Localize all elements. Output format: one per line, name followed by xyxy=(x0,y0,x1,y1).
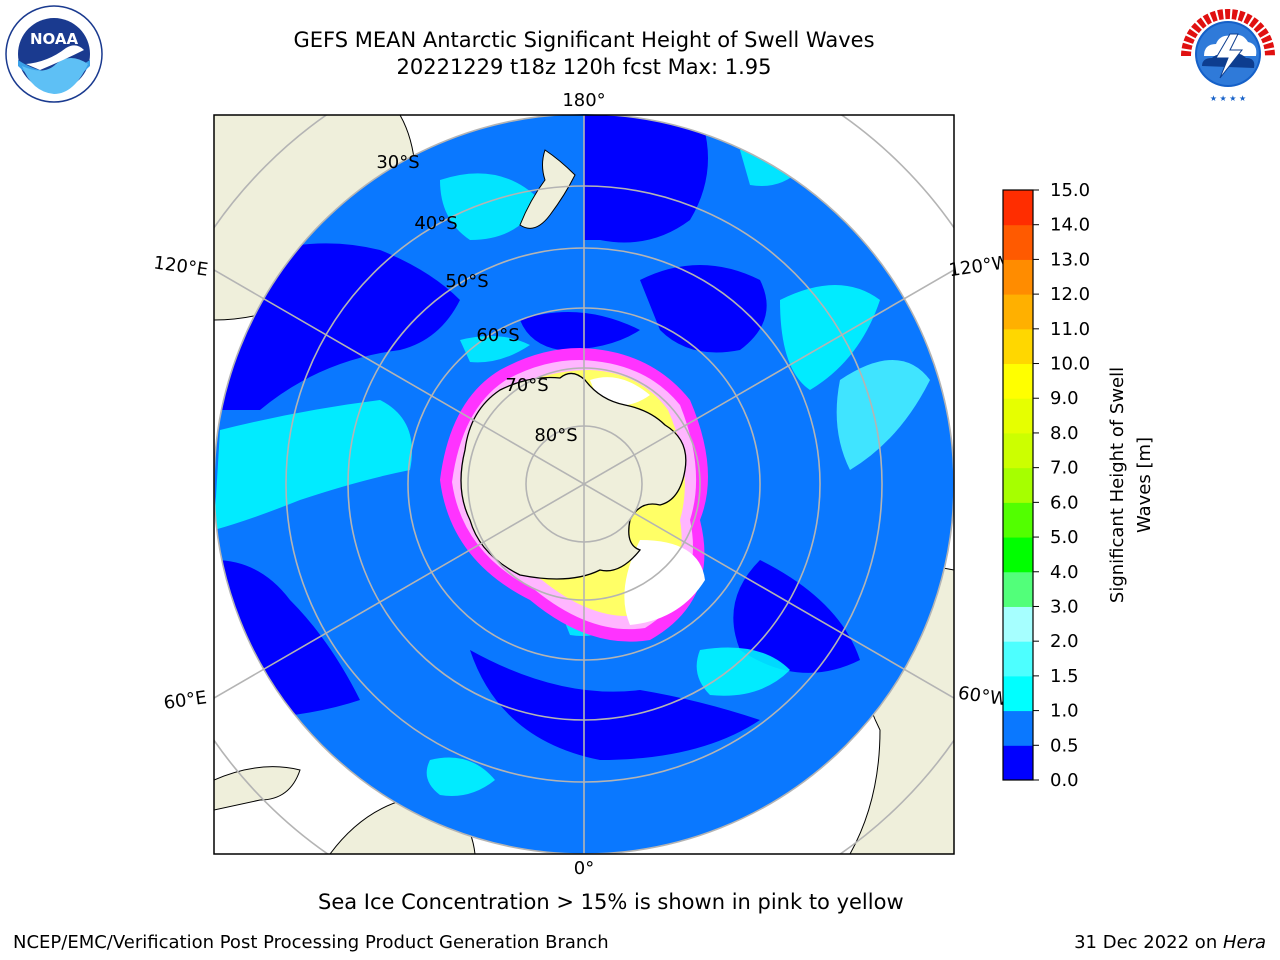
national-weather-service-logo-icon: ★ ★ ★ ★ xyxy=(1180,6,1276,103)
lat-label-50s: 50°S xyxy=(445,271,488,292)
colorbar-band xyxy=(1003,328,1033,365)
new-zealand-land xyxy=(519,149,576,229)
colorbar-tick-label: 8.0 xyxy=(1050,423,1079,444)
colorbar-tick-label: 2.0 xyxy=(1050,631,1079,652)
colorbar-tick-label: 14.0 xyxy=(1050,215,1090,236)
lat-label-60s: 60°S xyxy=(476,325,519,346)
colorbar-tick-label: 4.0 xyxy=(1050,562,1079,583)
lon-label-120e: 120°E xyxy=(152,252,209,280)
lon-label-60e: 60°E xyxy=(162,687,208,714)
lon-label-60w: 60°W xyxy=(957,683,1009,711)
colorbar-band xyxy=(1003,502,1033,538)
colorbar-label-line2: Waves [m] xyxy=(1134,437,1155,533)
colorbar-band xyxy=(1003,745,1033,781)
colorbar: 0.0 0.5 1.0 1.5 2.0 3.0 4.0 5.0 6.0 7.0 8.0 9.0 10.0… xyxy=(1002,180,1090,791)
colorbar-tick-label: 7.0 xyxy=(1050,458,1079,479)
colorbar-tick-label: 1.5 xyxy=(1050,666,1079,687)
colorbar-frame xyxy=(1002,189,1034,781)
lat-label-70s: 70°S xyxy=(505,375,548,396)
colorbar-tick-label: 1.0 xyxy=(1050,701,1079,722)
lon-label-0: 0° xyxy=(574,858,594,879)
colorbar-band xyxy=(1003,190,1033,226)
lon-label-120w: 120°W xyxy=(947,252,1011,281)
colorbar-band xyxy=(1003,537,1033,573)
colorbar-band xyxy=(1003,294,1033,330)
lon-label-180: 180° xyxy=(562,90,605,111)
lat-label-40s: 40°S xyxy=(414,213,457,234)
colorbar-band xyxy=(1003,467,1033,503)
chart-title: GEFS MEAN Antarctic Significant Height o… xyxy=(293,28,875,52)
colorbar-tick-label: 6.0 xyxy=(1050,492,1079,513)
chart-subtitle: 20221229 t18z 120h fcst Max: 1.95 xyxy=(396,55,772,79)
colorbar-band xyxy=(1003,710,1033,746)
colorbar-tick-label: 0.0 xyxy=(1050,770,1079,791)
colorbar-band xyxy=(1003,398,1033,434)
noaa-logo-icon: NOAA xyxy=(5,5,103,103)
lat-label-80s: 80°S xyxy=(534,425,577,446)
colorbar-band xyxy=(1003,571,1033,607)
colorbar-band xyxy=(1003,606,1033,642)
colorbar-tick-label: 15.0 xyxy=(1050,180,1090,201)
footer-credit: NCEP/EMC/Verification Post Processing Pr… xyxy=(13,932,609,953)
graticule xyxy=(214,115,954,854)
colorbar-label-line1: Significant Height of Swell xyxy=(1107,367,1128,603)
colorbar-tick-label: 9.0 xyxy=(1050,388,1079,409)
lat-label-30s: 30°S xyxy=(376,152,419,173)
antarctica-land xyxy=(460,372,687,580)
noaa-logo-text: NOAA xyxy=(30,30,79,48)
colorbar-tick-label: 12.0 xyxy=(1050,284,1090,305)
colorbar-band xyxy=(1003,432,1033,469)
colorbar-tick-label: 10.0 xyxy=(1050,354,1090,375)
colorbar-band xyxy=(1003,363,1033,399)
colorbar-tick-label: 13.0 xyxy=(1050,249,1090,270)
colorbar-band xyxy=(1003,259,1033,295)
colorbar-tick-label: 0.5 xyxy=(1050,735,1079,756)
svg-text:★ ★ ★ ★: ★ ★ ★ ★ xyxy=(1210,94,1246,103)
colorbar-band xyxy=(1003,224,1033,260)
colorbar-tick-label: 3.0 xyxy=(1050,596,1079,617)
footer-date: 31 Dec 2022 on Hera xyxy=(1074,932,1266,953)
colorbar-tick-label: 11.0 xyxy=(1050,319,1090,340)
colorbar-band xyxy=(1003,641,1033,677)
colorbar-tick-label: 5.0 xyxy=(1050,527,1079,548)
colorbar-band xyxy=(1003,675,1033,712)
map-frame xyxy=(213,114,955,855)
